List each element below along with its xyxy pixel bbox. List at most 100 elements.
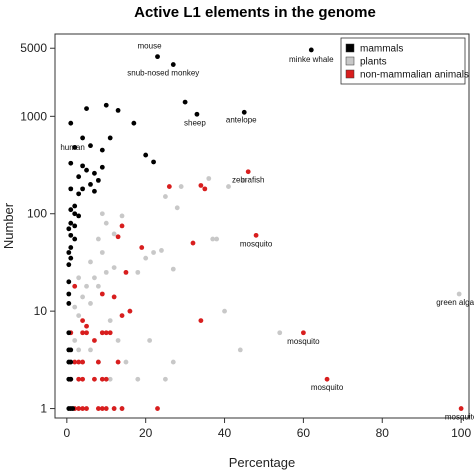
x-tick-label: 100 [451, 426, 471, 440]
data-point [99, 291, 105, 297]
data-point [182, 99, 188, 105]
data-point [456, 291, 462, 297]
data-point [222, 308, 227, 314]
point-annotation: mosquito [240, 239, 273, 248]
data-point [68, 347, 74, 353]
data-point [206, 176, 212, 181]
x-tick-label: 80 [376, 426, 390, 440]
data-point [115, 359, 121, 365]
data-point [214, 236, 220, 242]
legend-swatch [345, 69, 355, 79]
data-point [99, 211, 105, 217]
data-point [143, 152, 149, 158]
data-point [115, 234, 121, 240]
data-point [72, 283, 78, 289]
data-point [95, 283, 101, 289]
legend-box [340, 37, 466, 85]
data-point [76, 347, 82, 353]
data-point [72, 211, 78, 217]
data-point [68, 160, 74, 166]
data-point [66, 226, 72, 232]
y-tick-label: 100 [27, 207, 47, 221]
x-tick-label: 20 [139, 426, 153, 440]
x-axis-label: Percentage [229, 455, 296, 470]
data-point [76, 406, 82, 411]
point-annotation: sheep [184, 118, 206, 127]
y-tick-label: 1000 [20, 109, 47, 123]
data-point [66, 279, 72, 285]
data-point [68, 220, 74, 226]
data-point [99, 330, 105, 336]
x-tick-label: 40 [218, 426, 232, 440]
data-point [80, 163, 85, 169]
data-point [166, 184, 172, 189]
data-point [68, 186, 74, 192]
data-point [107, 135, 113, 141]
data-point [103, 376, 109, 382]
data-point [80, 186, 85, 192]
data-point [70, 406, 76, 411]
data-point [103, 220, 109, 226]
data-point [111, 265, 117, 270]
data-point [68, 207, 74, 213]
data-point [76, 174, 82, 180]
point-annotation: snub-nosed monkey [127, 69, 199, 78]
data-point [119, 313, 125, 319]
y-axis: 1 10 100 1000 5000 [20, 41, 55, 416]
data-point [92, 376, 97, 382]
data-point [72, 304, 78, 310]
data-point [76, 191, 82, 197]
point-annotation: zebrafish [232, 176, 264, 185]
data-point [99, 376, 105, 382]
data-point [95, 406, 101, 411]
data-point [178, 184, 184, 189]
data-point [68, 376, 74, 382]
data-point [72, 359, 78, 365]
data-point [226, 184, 231, 189]
data-point [88, 182, 93, 187]
data-point [68, 245, 74, 250]
data-point [127, 308, 133, 314]
data-point [76, 275, 82, 281]
data-point [107, 330, 113, 336]
data-point [151, 250, 156, 255]
data-point [80, 135, 85, 141]
point-annotation: human [60, 143, 84, 152]
legend-label: mammals [360, 44, 403, 55]
point-annotation: minke whale [289, 55, 334, 64]
data-point [68, 232, 74, 238]
data-point [66, 330, 72, 336]
data-point [210, 236, 216, 242]
data-point [92, 188, 97, 194]
data-point [72, 338, 78, 343]
data-point [66, 250, 72, 255]
y-axis-label: Number [1, 202, 16, 249]
chart-title: Active L1 elements in the genome [134, 4, 376, 21]
x-tick-label: 60 [297, 426, 311, 440]
data-point [123, 359, 129, 365]
data-point [95, 359, 101, 365]
data-point [88, 143, 93, 149]
data-point [155, 406, 160, 411]
data-point [103, 330, 109, 336]
data-point [103, 406, 109, 411]
data-point [80, 406, 85, 411]
data-point [66, 291, 72, 297]
data-point [95, 177, 101, 183]
data-point [84, 167, 89, 173]
plot-area [54, 33, 470, 419]
data-point [76, 376, 82, 382]
data-point [155, 54, 160, 60]
data-point [111, 231, 117, 237]
data-point [66, 301, 72, 306]
point-annotation: mosquito [445, 413, 474, 422]
data-point [301, 330, 306, 336]
data-point [103, 269, 109, 275]
data-point [308, 47, 314, 53]
data-point [139, 245, 145, 250]
point-annotation: antelope [226, 115, 257, 124]
data-point [72, 203, 78, 209]
data-point [135, 269, 141, 275]
data-point [68, 359, 74, 365]
data-point [88, 259, 93, 265]
